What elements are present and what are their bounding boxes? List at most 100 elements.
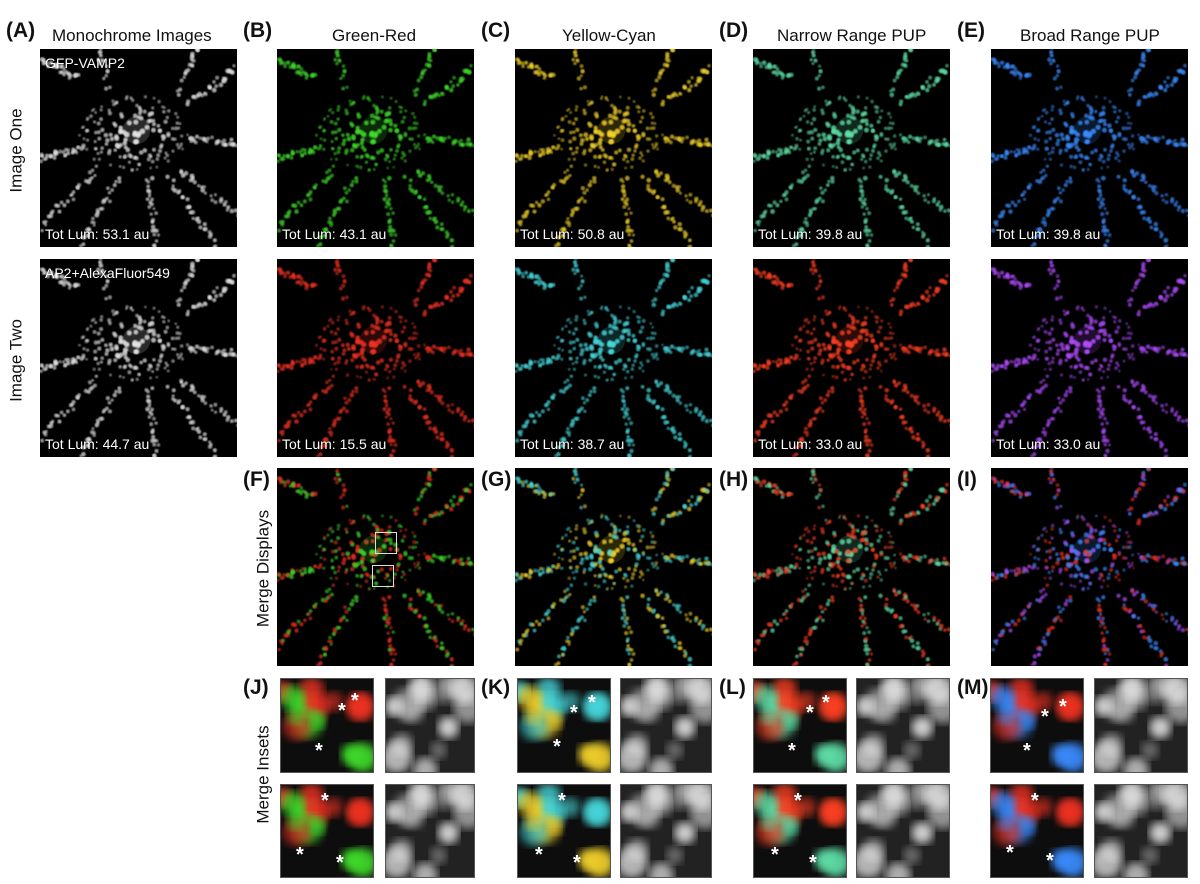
star-marker: *	[588, 692, 596, 714]
merge-inset-l2: * * *	[753, 784, 847, 878]
merge-inset-l1: * * *	[753, 678, 847, 773]
inset-render	[518, 785, 610, 877]
panel-label-m: (M)	[957, 676, 989, 699]
inset-render	[1095, 785, 1187, 877]
image-panel-b2: Tot Lum: 15.5 au	[277, 259, 474, 457]
image-panel-e2: Tot Lum: 33.0 au	[991, 259, 1188, 457]
star-marker: *	[1031, 790, 1039, 812]
inset-box-1	[375, 532, 397, 554]
image-panel-b1: Tot Lum: 43.1 au	[277, 49, 474, 247]
row-label-merge-insets: Merge Insets	[253, 725, 273, 824]
luminance-e1: Tot Lum: 39.8 au	[996, 226, 1101, 242]
panel-label-a: (A)	[6, 19, 36, 42]
star-marker: *	[336, 852, 344, 874]
star-marker: *	[338, 700, 346, 722]
micrograph-render	[40, 259, 237, 457]
star-marker: *	[321, 790, 329, 812]
star-marker: *	[794, 790, 802, 812]
merge-panel-h	[753, 468, 950, 666]
merge-panel-g	[515, 468, 712, 666]
star-marker: *	[809, 852, 817, 874]
inset-render	[857, 679, 949, 772]
panel-label-f: (F)	[243, 468, 270, 491]
micrograph-render	[753, 259, 950, 457]
inset-render	[386, 679, 474, 772]
micrograph-render	[277, 468, 474, 666]
column-title-monochrome: Monochrome Images	[52, 26, 212, 45]
column-title-yellow-cyan: Yellow-Cyan	[562, 26, 656, 45]
luminance-b1: Tot Lum: 43.1 au	[282, 226, 387, 242]
panel-label-g: (G)	[481, 468, 512, 491]
row-label-image-two: Image Two	[6, 319, 26, 402]
star-marker: *	[1046, 850, 1054, 872]
merge-inset-j2: * * *	[280, 784, 374, 878]
panel-label-h: (H)	[719, 468, 749, 491]
merge-inset-m1: * * *	[990, 678, 1084, 773]
star-marker: *	[1041, 706, 1049, 728]
inset-render	[621, 679, 711, 772]
micrograph-render	[991, 49, 1188, 247]
gray-inset-l1	[856, 678, 950, 773]
inset-render	[621, 785, 711, 877]
star-marker: *	[296, 844, 304, 866]
micrograph-render	[991, 468, 1188, 666]
merge-inset-m2: * * *	[990, 784, 1084, 878]
micrograph-render	[277, 49, 474, 247]
micrograph-render	[277, 259, 474, 457]
micrograph-render	[40, 49, 237, 247]
image-panel-d2: Tot Lum: 33.0 au	[753, 259, 950, 457]
image-panel-c1: Tot Lum: 50.8 au	[515, 49, 712, 247]
star-marker: *	[553, 736, 561, 758]
panel-label-d: (D)	[719, 19, 749, 42]
inset-box-2	[372, 565, 394, 587]
gray-inset-k1	[620, 678, 712, 773]
merge-inset-k2: * * *	[517, 784, 611, 878]
star-marker: *	[535, 844, 543, 866]
micrograph-render	[515, 49, 712, 247]
gray-inset-j1	[385, 678, 475, 773]
star-marker: *	[788, 740, 796, 762]
image-panel-e1: Tot Lum: 39.8 au	[991, 49, 1188, 247]
column-title-green-red: Green-Red	[332, 26, 417, 45]
gray-inset-m2	[1094, 784, 1188, 878]
gray-inset-l2	[856, 784, 950, 878]
luminance-a1: Tot Lum: 53.1 au	[45, 226, 150, 242]
micrograph-render	[991, 259, 1188, 457]
gray-inset-k2	[620, 784, 712, 878]
image-panel-d1: Tot Lum: 39.8 au	[753, 49, 950, 247]
star-marker: *	[806, 702, 814, 724]
panel-label-i: (I)	[957, 468, 977, 491]
star-marker: *	[315, 740, 323, 762]
micrograph-render	[753, 468, 950, 666]
merge-inset-j1: * * *	[280, 678, 374, 773]
star-marker: *	[1059, 696, 1067, 718]
luminance-b2: Tot Lum: 15.5 au	[282, 436, 387, 452]
gray-inset-j2	[385, 784, 475, 878]
panel-label-b: (B)	[243, 19, 273, 42]
star-marker: *	[822, 692, 830, 714]
image-panel-c2: Tot Lum: 38.7 au	[515, 259, 712, 457]
inset-render	[991, 785, 1083, 877]
inset-render	[754, 785, 846, 877]
star-marker: *	[558, 790, 566, 812]
inset-render	[857, 785, 949, 877]
luminance-a2: Tot Lum: 44.7 au	[45, 436, 150, 452]
panel-label-c: (C)	[481, 19, 511, 42]
star-marker: *	[1006, 842, 1014, 864]
luminance-d2: Tot Lum: 33.0 au	[758, 436, 863, 452]
image-panel-a1: GFP-VAMP2 Tot Lum: 53.1 au	[40, 49, 237, 247]
column-title-narrow-pup: Narrow Range PUP	[777, 26, 927, 45]
star-marker: *	[1023, 740, 1031, 762]
star-marker: *	[573, 852, 581, 874]
luminance-c2: Tot Lum: 38.7 au	[520, 436, 625, 452]
panel-label-e: (E)	[957, 19, 985, 42]
inset-render	[281, 785, 373, 877]
column-title-broad-pup: Broad Range PUP	[1020, 26, 1160, 45]
row-label-image-one: Image One	[6, 108, 26, 193]
luminance-c1: Tot Lum: 50.8 au	[520, 226, 625, 242]
merge-panel-i	[991, 468, 1188, 666]
inset-render	[386, 785, 474, 877]
panel-label-k: (K)	[481, 676, 511, 699]
inset-render	[518, 679, 610, 772]
inset-render	[1095, 679, 1187, 772]
